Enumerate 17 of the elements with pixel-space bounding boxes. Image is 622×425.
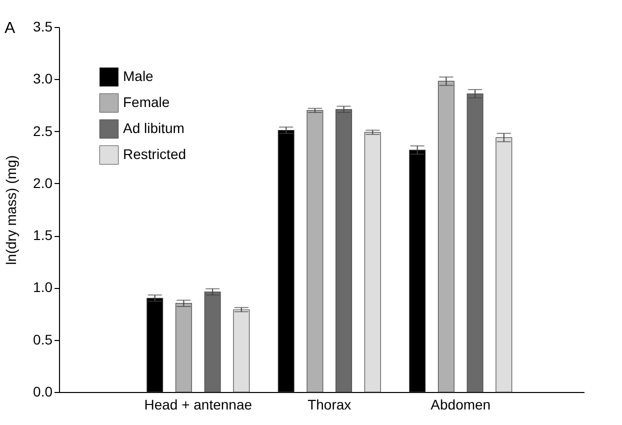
- y-tick-label: 3.5: [33, 18, 53, 34]
- legend-label: Male: [123, 68, 154, 84]
- text: A: [4, 20, 16, 37]
- y-tick-label: 3.0: [33, 70, 53, 87]
- legend-label: Ad libitum: [123, 120, 184, 136]
- legend-label: Female: [123, 94, 170, 110]
- y-tick-label: 1.0: [33, 279, 53, 296]
- x-tick-label: Thorax: [308, 396, 352, 412]
- x-tick-label: Head + antennae: [144, 396, 252, 412]
- y-tick-label: 2.5: [33, 122, 53, 139]
- y-axis-title: ln(dry mass) (mg): [3, 155, 20, 265]
- y-tick-label: 0.0: [33, 384, 53, 400]
- y-tick-label: 1.5: [33, 227, 53, 244]
- y-tick-label: 2.0: [33, 174, 53, 191]
- y-tick-label: 0.5: [33, 331, 53, 348]
- x-tick-label: Abdomen: [430, 396, 491, 412]
- legend-label: Restricted: [123, 146, 186, 162]
